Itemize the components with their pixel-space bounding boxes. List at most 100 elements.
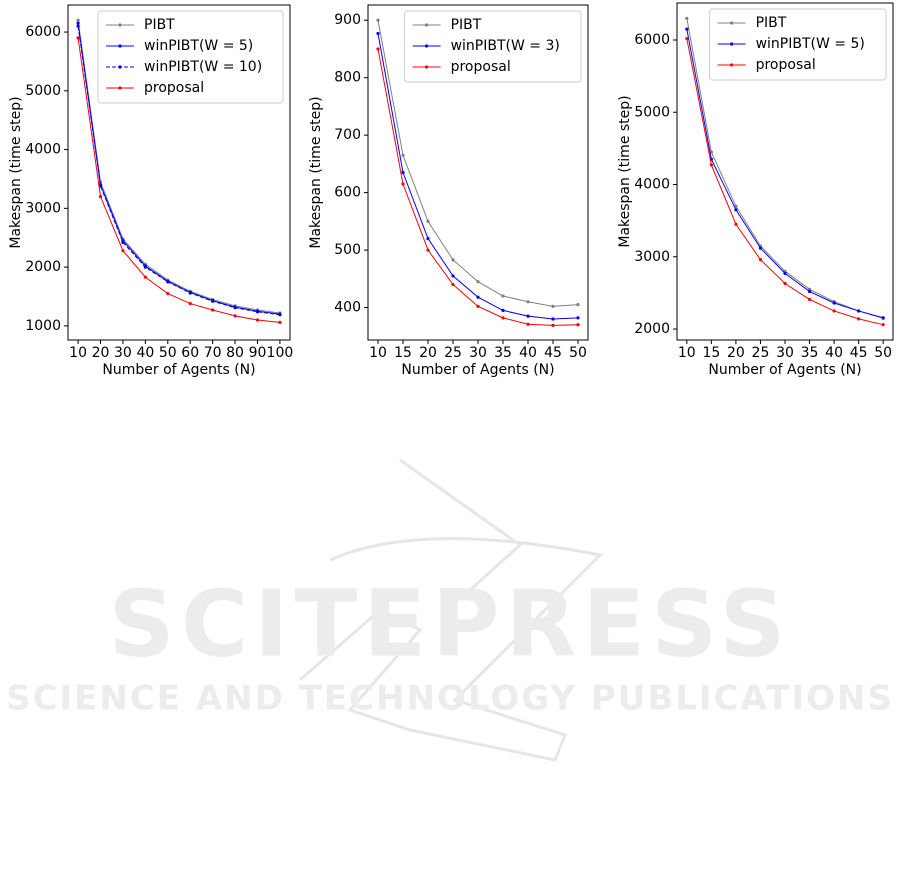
point — [551, 304, 555, 308]
x-tick-label: 10 — [69, 345, 87, 361]
x-tick-label: 20 — [419, 345, 437, 361]
y-tick-label: 500 — [334, 242, 361, 258]
chart: 1000 2000 3000 4000 5000 6000 10 20 30 40 50 60 70 80… — [8, 4, 294, 378]
x-tick-label: 60 — [181, 345, 199, 361]
point — [166, 291, 170, 296]
point — [526, 322, 530, 326]
point — [76, 24, 80, 28]
legend-label: winPIBT(W = 5) — [144, 38, 253, 54]
point — [685, 36, 689, 41]
point — [526, 314, 530, 318]
point — [211, 299, 215, 303]
legend: PIBT winPIBT(W = 5) proposal — [709, 8, 887, 81]
legend-label: PIBT — [144, 17, 175, 33]
legend-marker — [118, 65, 122, 69]
point — [98, 194, 103, 199]
point — [734, 222, 738, 226]
point — [233, 306, 237, 310]
point — [143, 265, 147, 269]
x-tick-label: 20 — [92, 345, 110, 361]
point — [255, 318, 260, 322]
plot-frame — [67, 4, 291, 341]
legend-box — [709, 8, 887, 81]
y-tick-label: 1000 — [25, 318, 61, 334]
watermark: SCITEPRESS SCIENCE AND TECHNOLOGY PUBLIC… — [6, 458, 892, 762]
legend-label: winPIBT(W = 3) — [451, 38, 560, 54]
point — [451, 274, 455, 278]
y-tick-label: 2000 — [634, 321, 670, 337]
legend-marker — [730, 42, 734, 46]
y-tick-label: 600 — [334, 185, 361, 201]
point — [76, 36, 80, 40]
x-tick-label: 50 — [569, 345, 587, 361]
x-tick-label: 30 — [469, 345, 487, 361]
x-tick-label: 25 — [444, 345, 462, 361]
point — [255, 310, 260, 314]
point — [166, 280, 170, 284]
y-tick-label: 2000 — [25, 259, 61, 275]
series-line — [77, 26, 280, 316]
plot-frame — [367, 4, 589, 341]
x-tick-label: 20 — [727, 345, 745, 361]
point — [401, 170, 405, 175]
point — [709, 163, 713, 167]
point — [734, 204, 738, 208]
point — [376, 31, 380, 36]
y-tick-label: 5000 — [634, 104, 670, 120]
point — [426, 248, 430, 252]
point — [476, 304, 480, 308]
x-tick-label: 50 — [874, 345, 892, 361]
legend-label: PIBT — [451, 17, 482, 33]
y-tick-label: 3000 — [634, 249, 670, 265]
point — [734, 208, 738, 212]
point — [233, 314, 237, 318]
legend-marker — [118, 86, 122, 90]
legend-marker — [425, 23, 429, 27]
point — [476, 280, 480, 284]
x-tick-label: 40 — [136, 345, 154, 361]
y-tick-label: 4000 — [25, 142, 61, 158]
x-tick-label: 100 — [267, 345, 294, 361]
point — [278, 313, 282, 317]
x-tick-label: 25 — [752, 345, 770, 361]
x-tick-label: 45 — [850, 345, 868, 361]
point — [783, 281, 787, 286]
series-line — [77, 37, 280, 323]
plot-frame — [676, 2, 894, 341]
point — [121, 240, 125, 245]
legend-marker — [118, 44, 122, 48]
point — [832, 301, 836, 305]
point — [143, 275, 147, 279]
point — [401, 182, 405, 186]
point — [426, 219, 430, 223]
legend-label: PIBT — [756, 15, 787, 31]
point — [278, 320, 282, 324]
point — [685, 16, 689, 20]
chart: 400 500 600 700 800 900 10 15 20 25 30 35 40 45 50 Numb… — [308, 4, 589, 378]
x-tick-label: 50 — [159, 345, 177, 361]
legend-marker — [730, 21, 734, 25]
y-tick-label: 6000 — [634, 32, 670, 48]
series-line — [686, 38, 884, 326]
legend-label: proposal — [451, 59, 511, 75]
y-tick-label: 400 — [334, 300, 361, 316]
x-axis-label: Number of Agents (N) — [401, 362, 554, 378]
series-line — [77, 23, 280, 315]
x-tick-label: 40 — [825, 345, 843, 361]
point — [881, 323, 885, 327]
x-tick-label: 10 — [678, 345, 696, 361]
point — [501, 308, 505, 313]
point — [376, 47, 380, 51]
y-tick-label: 800 — [334, 70, 361, 86]
point — [188, 291, 192, 295]
watermark-title: SCITEPRESS — [108, 570, 791, 677]
point — [685, 27, 689, 31]
x-tick-label: 15 — [702, 345, 720, 361]
legend-label: proposal — [756, 57, 816, 73]
legend-label: proposal — [144, 80, 204, 96]
watermark-logo — [299, 458, 604, 762]
x-tick-label: 35 — [494, 345, 512, 361]
legend-label: winPIBT(W = 5) — [756, 36, 865, 52]
point — [188, 301, 192, 306]
